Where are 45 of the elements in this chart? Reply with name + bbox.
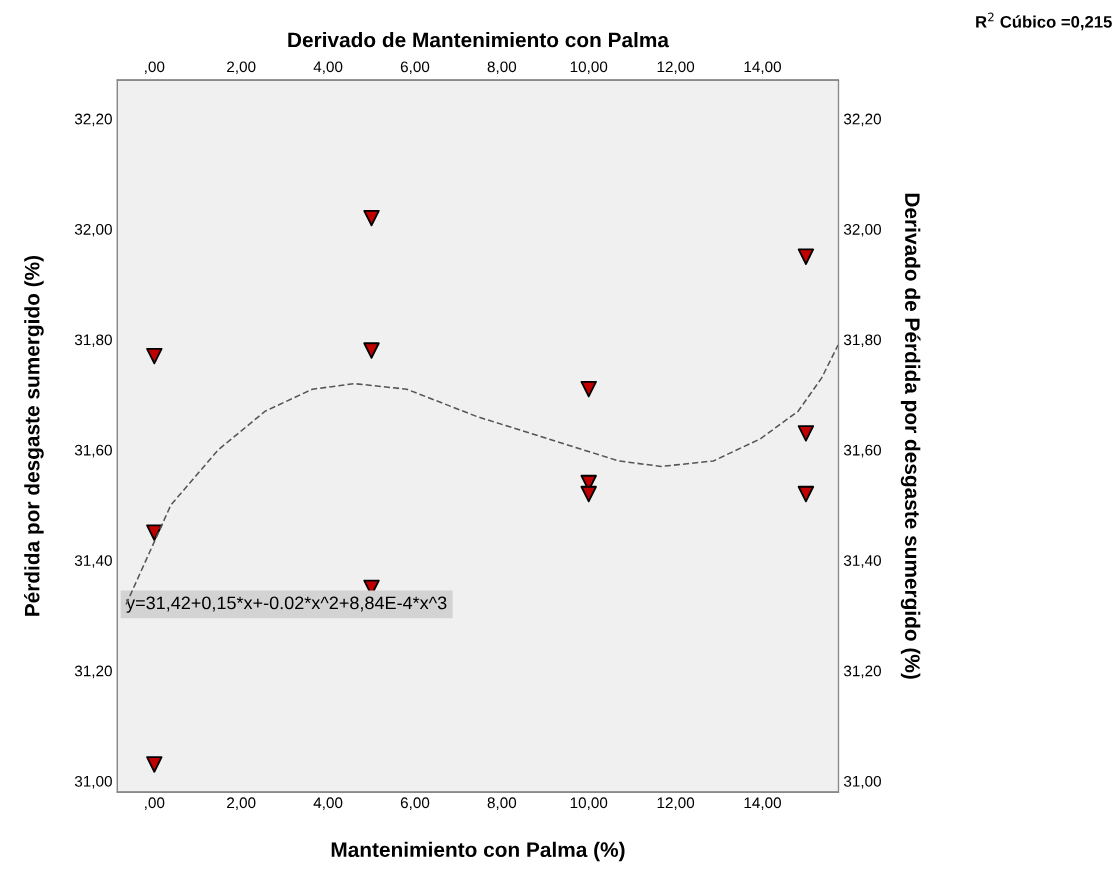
y-tick-label: 31,20 [74,665,112,679]
y-axis-title: Pérdida por desgaste sumergido (%) [24,255,44,616]
text: R$^{2}$ Cúbico =0,215 [976,12,1112,31]
x2-tick-label: 10,00 [570,61,608,75]
x-tick-label: 14,00 [744,797,781,810]
point [146,347,163,365]
y2-tick-label: 31,80 [843,334,881,347]
y-tick-label: 32,20 [74,113,112,127]
x2-tick-label: 12,00 [657,61,695,75]
x2-tick-label: 4,00 [313,61,343,75]
y2-tick-label: 32,20 [843,113,881,127]
x2-axis-title: Derivado de Mantenimiento con Palma [288,32,670,48]
y-tick-label: 31,80 [74,334,112,347]
y-tick-label: 31,00 [74,775,112,789]
x-axis-title: Mantenimiento con Palma (%) [331,841,625,862]
point [797,485,815,503]
x2-tick-label: 6,00 [400,61,430,75]
y2-tick-label: 31,60 [843,444,881,458]
x-tick-label: 6,00 [400,797,430,810]
y2-tick-label: 31,00 [843,775,881,789]
x2-tick-label: 14,00 [744,61,781,75]
y-tick-label: 31,60 [74,444,112,458]
x2-tick-label: 2,00 [227,61,256,75]
point [580,380,597,398]
y2-tick-label: 31,20 [843,665,881,679]
x-tick-label: 4,00 [313,797,343,810]
point [580,485,597,503]
point [797,425,815,442]
point [363,342,380,359]
x2-tick-label: 8,00 [487,61,517,75]
y2-tick-label: 32,00 [843,223,881,237]
x-tick-label: 10,00 [570,797,608,810]
x-tick-label: 8,00 [487,797,517,810]
x-tick-label: 12,00 [657,797,695,810]
y2-axis-title: Derivado de Pérdida por desgaste sumergido (%) [900,193,921,679]
y-tick-label: 32,00 [74,223,112,237]
point [363,209,380,227]
point [146,756,163,773]
x-tick-label: 2,00 [227,797,256,810]
point [797,248,815,265]
y-tick-label: 31,40 [74,555,112,568]
annotation: y=31,42+0,15*x+-0.02*x^2+8,84E-4*x^3 [126,596,447,613]
x-tick-label: ,00 [145,797,165,810]
y2-tick-label: 31,40 [843,555,881,568]
x2-tick-label: ,00 [145,61,165,75]
